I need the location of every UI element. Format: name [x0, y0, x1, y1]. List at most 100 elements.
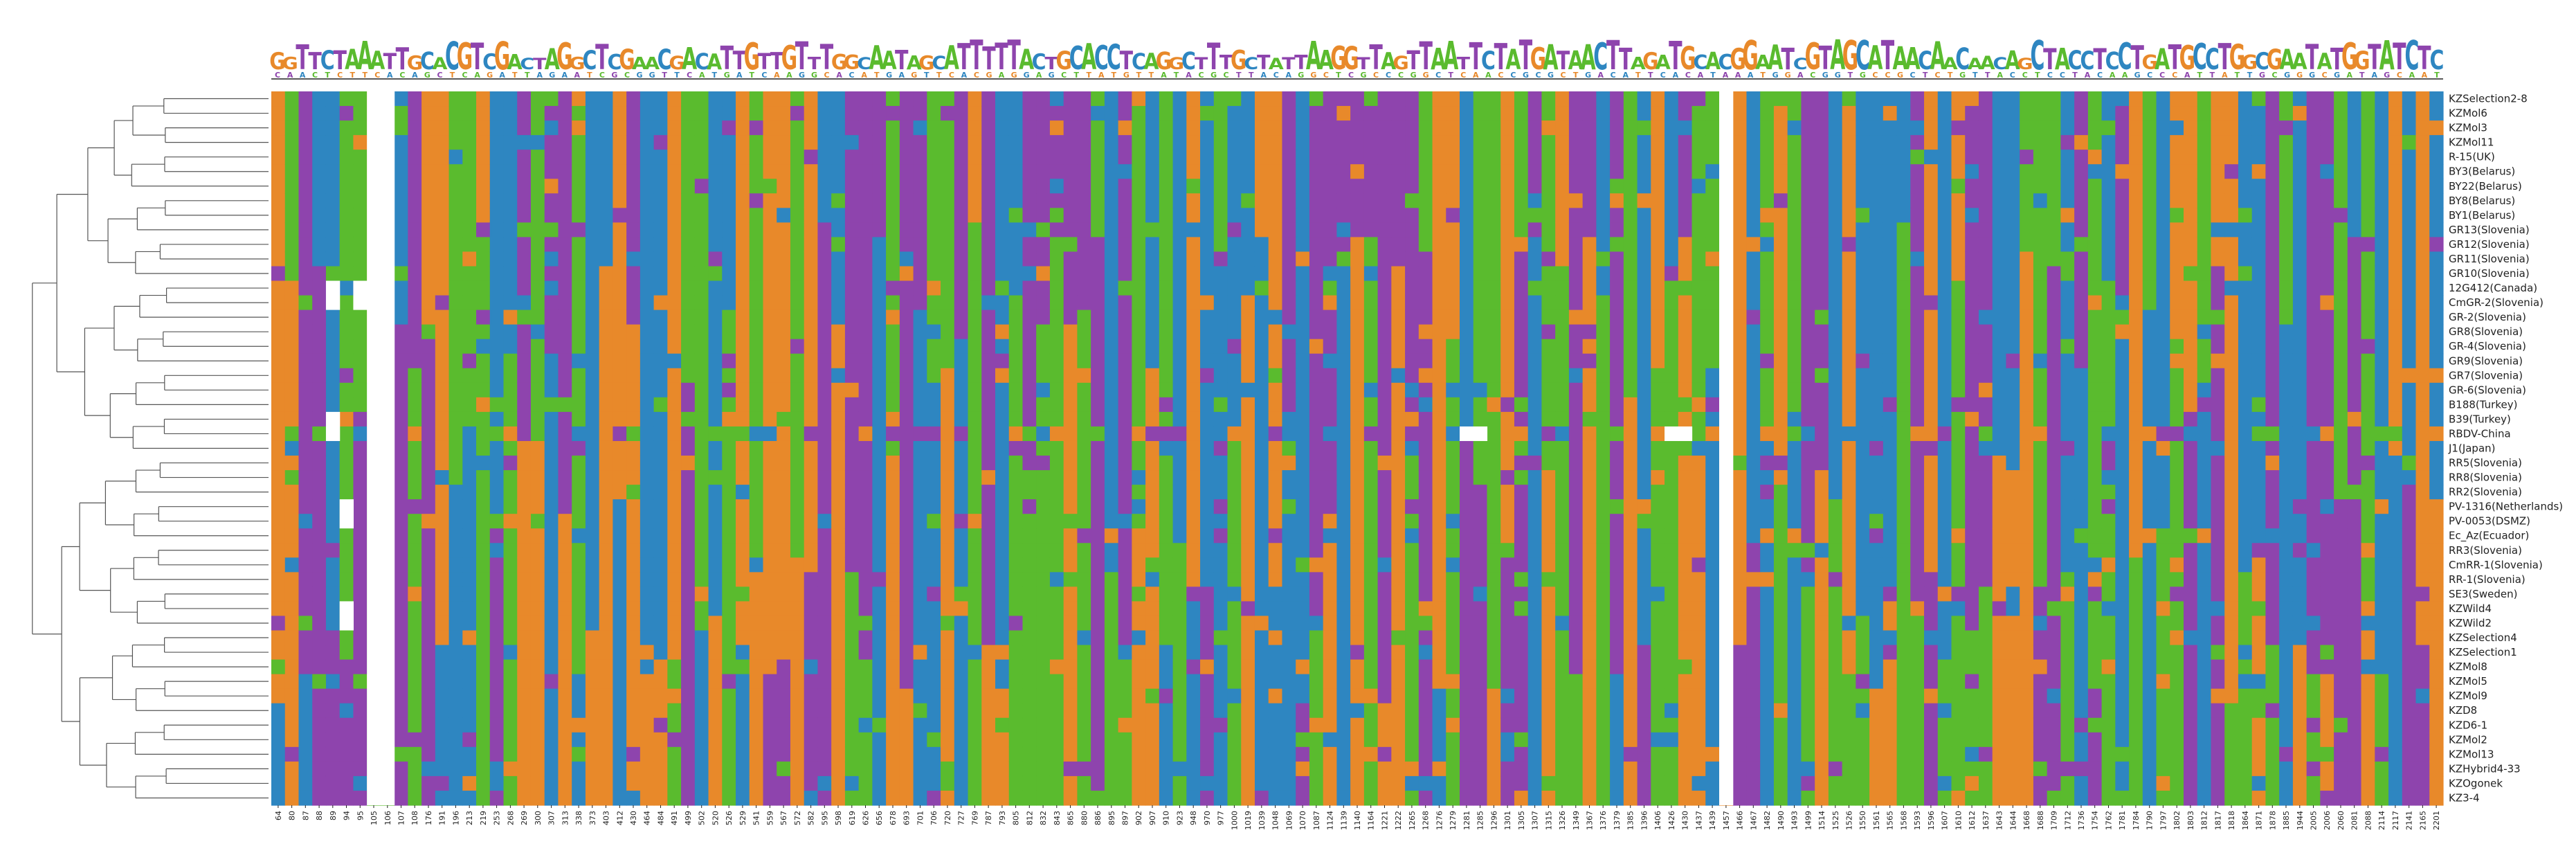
heatmap-cell: [613, 309, 627, 325]
heatmap-cell: [886, 208, 900, 223]
heatmap-cell: [626, 528, 641, 544]
heatmap-cell: [831, 106, 846, 121]
heatmap-cell: [1405, 688, 1419, 704]
heatmap-cell: [1363, 353, 1379, 369]
heatmap-cell: [1049, 135, 1064, 150]
heatmap-cell: [1241, 397, 1255, 413]
heatmap-cell: [1487, 411, 1501, 427]
logo-letter: C: [1693, 51, 1707, 74]
heatmap-cell: [667, 732, 682, 748]
logo-minor-letter: G: [1049, 71, 1055, 80]
heatmap-cell: [790, 616, 805, 631]
heatmap-cell: [558, 411, 572, 427]
heatmap-cell: [1391, 237, 1406, 253]
heatmap-cell: [1159, 397, 1174, 413]
heatmap-cell: [1200, 397, 1215, 413]
heatmap-cell: [817, 251, 832, 267]
heatmap-cell: [1159, 543, 1174, 558]
heatmap-cell: [817, 324, 832, 340]
heatmap-cell: [1159, 470, 1174, 485]
heatmap-cell: [448, 251, 463, 267]
heatmap-cell: [1391, 572, 1406, 587]
logo-minor-letter: A: [786, 71, 792, 80]
heatmap-cell: [394, 761, 408, 777]
heatmap-cell: [858, 557, 873, 573]
heatmap-cell: [1336, 295, 1351, 311]
heatmap-cell: [1200, 746, 1215, 762]
heatmap-cell: [517, 601, 532, 617]
heatmap-cell: [1500, 280, 1515, 296]
heatmap-cell: [325, 543, 341, 558]
heatmap-cell: [448, 237, 463, 253]
heatmap-cell: [763, 106, 777, 121]
heatmap-cell: [667, 251, 682, 267]
heatmap-cell: [1008, 746, 1024, 762]
logo-minor-letter: G: [811, 71, 817, 80]
heatmap-cell: [1487, 732, 1501, 748]
heatmap-cell: [530, 411, 545, 427]
heatmap-cell: [1323, 688, 1337, 704]
heatmap-cell: [1091, 150, 1105, 165]
heatmap-cell: [1145, 586, 1160, 602]
heatmap-cell: [1446, 630, 1460, 646]
heatmap-cell: [1487, 746, 1501, 762]
heatmap-cell: [1008, 528, 1024, 544]
heatmap-cell: [1446, 208, 1460, 223]
heatmap-cell: [1077, 761, 1091, 777]
logo-letter: T: [471, 36, 484, 78]
heatmap-cell: [981, 120, 996, 136]
heatmap-cell: [667, 688, 682, 704]
heatmap-cell: [271, 732, 286, 748]
heatmap-cell: [667, 572, 682, 587]
logo-letter: A: [1980, 53, 1996, 74]
heatmap-cell: [408, 440, 422, 456]
heatmap-cell: [1405, 456, 1419, 471]
heatmap-cell: [640, 251, 655, 267]
heatmap-cell: [941, 339, 955, 354]
heatmap-cell: [886, 543, 900, 558]
heatmap-cell: [722, 397, 736, 413]
heatmap-cell: [1200, 309, 1215, 325]
heatmap-cell: [1049, 339, 1064, 354]
heatmap-cell: [899, 353, 914, 369]
logo-letter: C: [1069, 40, 1084, 78]
heatmap-cell: [1022, 222, 1037, 238]
heatmap-cell: [517, 193, 532, 208]
heatmap-cell: [325, 193, 341, 208]
logo-letter: T: [1369, 39, 1383, 78]
logo-minor-letter: A: [2409, 71, 2415, 80]
heatmap-cell: [1296, 135, 1310, 150]
heatmap-cell: [312, 295, 327, 311]
heatmap-cell: [954, 572, 969, 587]
heatmap-cell: [653, 557, 668, 573]
heatmap-cell: [1309, 601, 1324, 617]
heatmap-cell: [339, 368, 354, 384]
heatmap-cell: [613, 397, 627, 413]
logo-minor-letter: C: [1498, 71, 1503, 80]
heatmap-cell: [844, 208, 860, 223]
logo-minor-letter: C: [462, 71, 467, 80]
logo-letter: C: [657, 44, 672, 76]
heatmap-cell: [872, 339, 887, 354]
heatmap-cell: [954, 280, 969, 296]
heatmap-cell: [886, 222, 900, 238]
heatmap-cell: [435, 397, 450, 413]
heatmap-cell: [517, 557, 532, 573]
heatmap-cell: [736, 572, 750, 587]
heatmap-cell: [1049, 674, 1064, 690]
heatmap-cell: [1132, 601, 1146, 617]
heatmap-cell: [899, 237, 914, 253]
heatmap-cell: [1405, 440, 1419, 456]
heatmap-cell: [1309, 397, 1324, 413]
heatmap-cell: [1350, 440, 1365, 456]
heatmap-cell: [722, 572, 736, 587]
heatmap-cell: [1391, 353, 1406, 369]
heatmap-cell: [694, 703, 709, 719]
heatmap-cell: [1104, 135, 1119, 150]
heatmap-cell: [736, 222, 750, 238]
heatmap-cell: [298, 645, 313, 661]
heatmap-cell: [1213, 193, 1228, 208]
heatmap-cell: [941, 775, 955, 791]
heatmap-cell: [1118, 703, 1132, 719]
heatmap-cell: [448, 456, 463, 471]
